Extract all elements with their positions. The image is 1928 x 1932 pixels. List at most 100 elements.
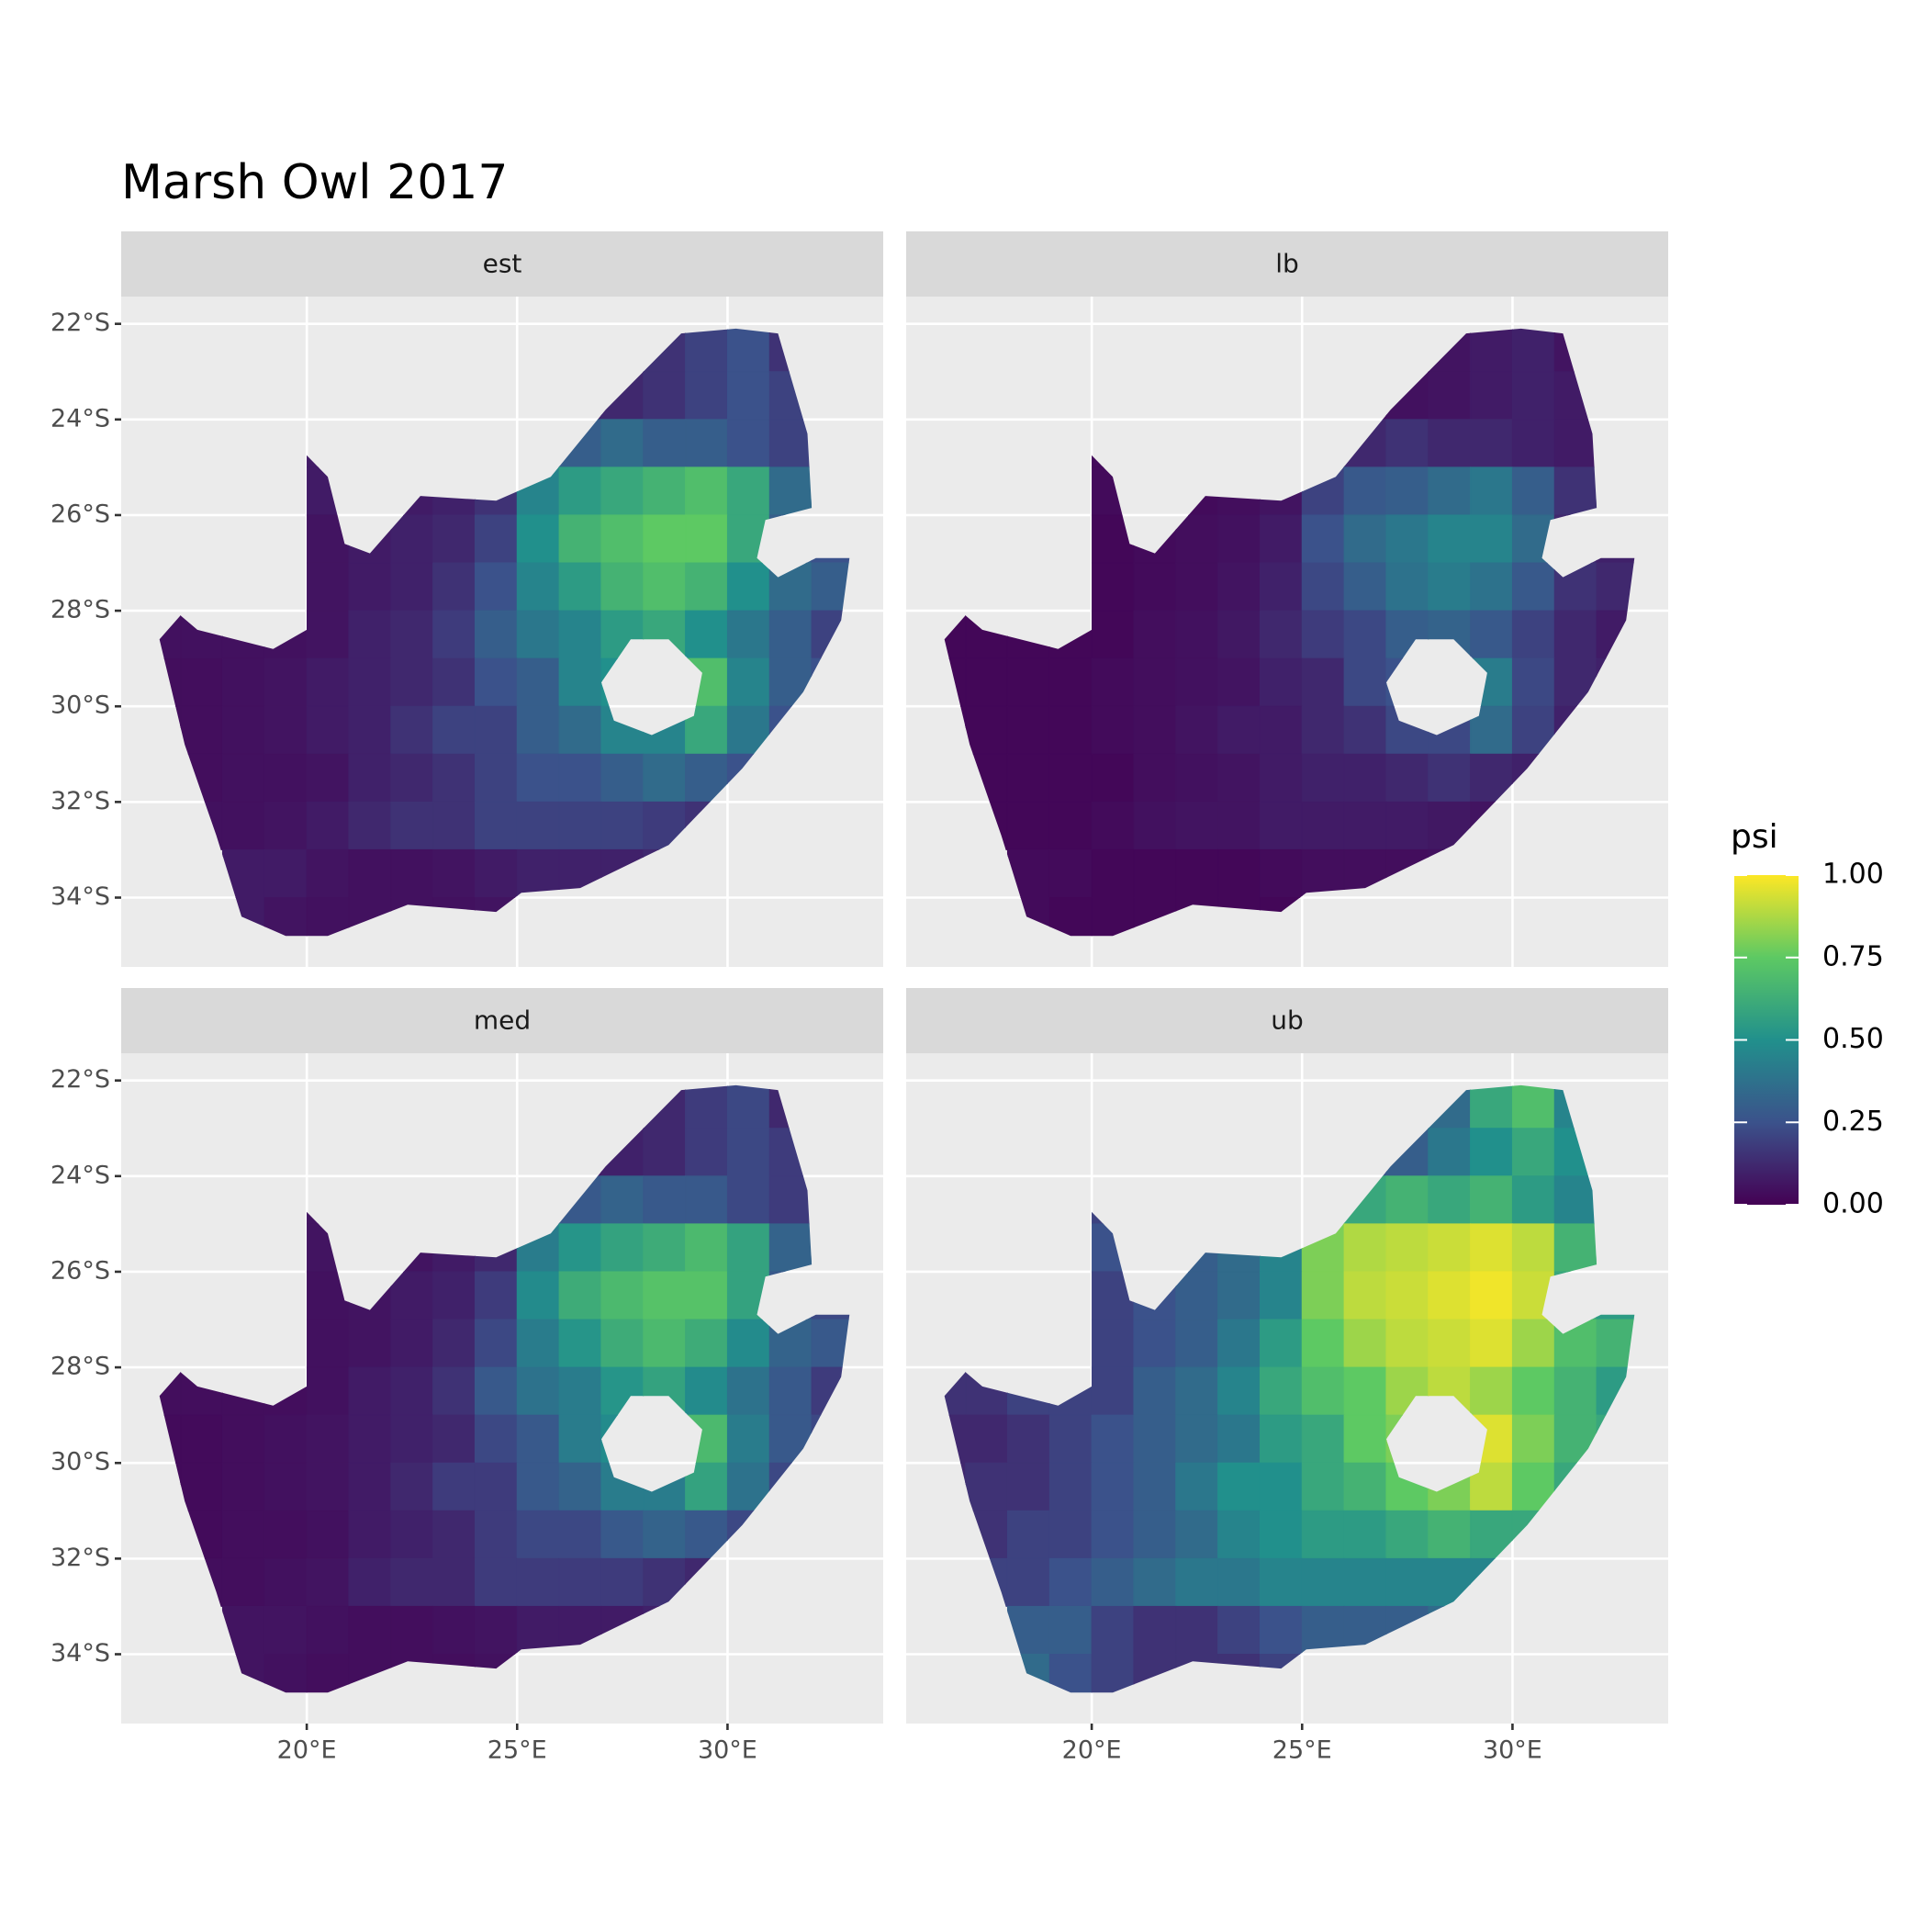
raster-cell — [600, 419, 645, 468]
raster-cell — [558, 1557, 602, 1607]
raster-cell — [1511, 657, 1555, 707]
raster-cell — [1175, 801, 1219, 850]
raster-cell — [643, 466, 687, 516]
raster-cell — [1428, 1319, 1472, 1368]
raster-cell — [180, 657, 223, 707]
raster-cell — [1259, 562, 1303, 612]
raster-cell — [1091, 705, 1135, 755]
raster-cell — [1385, 562, 1429, 612]
raster-cell — [1385, 801, 1429, 850]
raster-cell — [306, 753, 350, 803]
raster-cell — [1091, 1557, 1135, 1607]
raster-cell — [1385, 1557, 1429, 1607]
raster-cell — [263, 801, 308, 850]
raster-cell — [1428, 514, 1472, 564]
raster-cell — [1175, 657, 1219, 707]
raster-cell — [1048, 1654, 1093, 1693]
raster-cell — [474, 1366, 518, 1416]
raster-cell — [1428, 562, 1472, 612]
y-tick-label: 32°S — [50, 787, 110, 815]
raster-cell — [432, 610, 476, 659]
raster-cell — [221, 657, 265, 707]
raster-cell — [221, 1462, 265, 1511]
raster-cell — [685, 514, 728, 564]
raster-cell — [348, 705, 392, 755]
raster-cell — [1259, 753, 1303, 803]
y-tick-label: 26°S — [50, 1256, 110, 1285]
raster-cell — [516, 1462, 560, 1511]
raster-cell — [221, 1510, 265, 1559]
raster-cell — [348, 1510, 392, 1559]
raster-cell — [348, 1605, 392, 1656]
raster-cell — [474, 1557, 518, 1607]
y-tick-label: 30°S — [50, 1448, 110, 1477]
raster-cell — [1511, 610, 1555, 659]
raster-cell — [1343, 514, 1387, 564]
raster-cell — [306, 1510, 350, 1559]
y-tick-label: 28°S — [50, 596, 110, 624]
raster-cell — [1259, 1414, 1303, 1464]
raster-cell — [1428, 419, 1472, 468]
raster-cell — [1428, 1510, 1472, 1559]
raster-cell — [1385, 419, 1429, 468]
raster-cell — [1006, 801, 1050, 850]
raster-cell — [1217, 1271, 1261, 1320]
raster-cell — [306, 1605, 350, 1656]
raster-cell — [1428, 1223, 1472, 1273]
raster-cell — [1175, 1414, 1219, 1464]
raster-cell — [1133, 1319, 1177, 1368]
raster-cell — [1428, 1271, 1472, 1320]
raster-cell — [1553, 466, 1597, 516]
raster-cell — [1133, 1366, 1177, 1416]
raster-cell — [1301, 657, 1345, 707]
raster-cell — [1511, 1366, 1555, 1416]
raster-cell — [600, 1175, 645, 1225]
raster-cell — [1259, 1557, 1303, 1607]
raster-cell — [685, 1223, 728, 1273]
raster-cell — [1175, 1605, 1219, 1656]
raster-cell — [1301, 1319, 1345, 1368]
raster-cell — [558, 657, 602, 707]
raster-cell — [348, 1319, 392, 1368]
raster-cell — [726, 1223, 770, 1273]
strip-label: est — [483, 249, 522, 279]
raster-cell — [558, 466, 602, 516]
raster-cell — [474, 1510, 518, 1559]
raster-cell — [1301, 1557, 1345, 1607]
raster-cell — [1470, 1128, 1513, 1177]
raster-cell — [1006, 1414, 1050, 1464]
raster-cell — [1091, 848, 1135, 899]
raster-cell — [1385, 1271, 1429, 1320]
raster-cell — [1553, 1366, 1597, 1416]
raster-cell — [263, 1605, 308, 1656]
raster-cell — [306, 801, 350, 850]
raster-cell — [1133, 562, 1177, 612]
raster-cell — [768, 1366, 813, 1416]
raster-cell — [1048, 801, 1093, 850]
raster-cell — [685, 1271, 728, 1320]
raster-cell — [1217, 514, 1261, 564]
legend-label: 0.25 — [1822, 1106, 1884, 1138]
raster-cell — [1428, 1175, 1472, 1225]
raster-cell — [600, 1223, 645, 1273]
raster-cell — [558, 1271, 602, 1320]
raster-cell — [1133, 610, 1177, 659]
raster-cell — [390, 562, 434, 612]
raster-cell — [390, 610, 434, 659]
raster-cell — [1511, 419, 1555, 468]
raster-cell — [221, 753, 265, 803]
raster-cell — [558, 1414, 602, 1464]
raster-cell — [1301, 1605, 1345, 1656]
raster-cell — [1301, 562, 1345, 612]
raster-cell — [1091, 1414, 1135, 1464]
raster-cell — [432, 1319, 476, 1368]
raster-cell — [965, 1414, 1008, 1464]
x-tick-label: 20°E — [277, 1736, 337, 1765]
y-tick-label: 34°S — [50, 1639, 110, 1668]
raster-cell — [180, 1414, 223, 1464]
strip-label: med — [474, 1005, 531, 1036]
raster-cell — [726, 1319, 770, 1368]
raster-cell — [1511, 1223, 1555, 1273]
raster-cell — [1259, 848, 1303, 899]
